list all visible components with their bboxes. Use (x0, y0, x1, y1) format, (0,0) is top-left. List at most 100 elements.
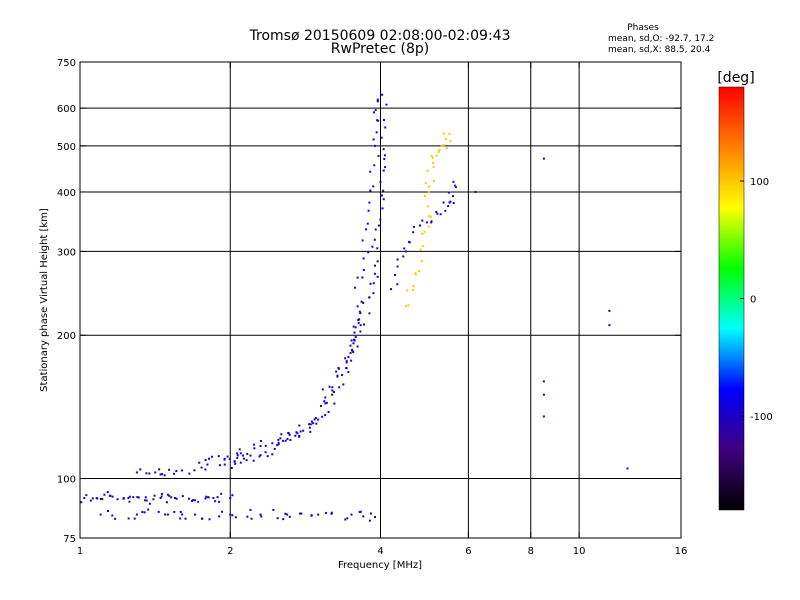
data-point (393, 274, 396, 277)
data-point (193, 469, 196, 472)
data-point (353, 338, 356, 341)
data-point (424, 194, 427, 197)
data-point (166, 513, 169, 516)
data-point (430, 220, 433, 223)
data-point (420, 260, 423, 263)
data-point (272, 508, 275, 511)
data-point (419, 248, 422, 251)
data-point (204, 497, 207, 500)
data-point (228, 457, 231, 460)
data-point (349, 352, 352, 355)
data-point (442, 132, 445, 135)
data-point (349, 344, 352, 347)
data-point (368, 312, 371, 315)
data-point (373, 164, 376, 167)
data-point (111, 495, 114, 498)
data-point (107, 510, 110, 513)
data-point (405, 250, 408, 253)
x-tick-label: 2 (227, 546, 233, 557)
data-point (204, 458, 207, 461)
data-point (414, 272, 417, 275)
data-point (368, 519, 371, 522)
data-point (148, 472, 151, 475)
data-point (376, 119, 379, 122)
data-point (431, 157, 434, 160)
data-point (210, 455, 213, 458)
data-point (429, 215, 432, 218)
data-point (367, 209, 370, 212)
data-point (442, 201, 445, 204)
data-point (407, 304, 410, 307)
data-point (427, 190, 430, 193)
data-point (173, 510, 176, 513)
data-point (148, 502, 151, 505)
data-point (143, 511, 146, 514)
data-point (258, 455, 261, 458)
data-point (145, 499, 148, 502)
data-point (373, 272, 376, 275)
data-point (309, 430, 312, 433)
data-point (330, 512, 333, 515)
data-point (427, 205, 430, 208)
data-point (351, 348, 354, 351)
data-point (342, 383, 345, 386)
data-point (436, 212, 439, 215)
data-point (327, 411, 330, 414)
data-point (249, 454, 252, 457)
data-point (273, 447, 276, 450)
data-point (271, 442, 274, 445)
data-point (157, 510, 160, 513)
data-point (99, 498, 102, 501)
data-point (204, 468, 207, 471)
colorbar-label: [deg] (717, 70, 754, 86)
data-point (294, 434, 297, 437)
data-point (372, 138, 375, 141)
data-point (287, 431, 290, 434)
data-point (245, 459, 248, 462)
data-point (372, 292, 375, 295)
data-point (317, 513, 320, 516)
data-point (432, 179, 435, 182)
data-point (158, 468, 161, 471)
data-point (168, 494, 171, 497)
data-point (396, 258, 399, 261)
data-point (419, 224, 422, 227)
data-point (324, 402, 327, 405)
data-point (207, 457, 210, 460)
data-point (345, 367, 348, 370)
data-point (381, 93, 384, 96)
data-point (352, 350, 355, 353)
data-point (91, 497, 94, 500)
data-point (350, 339, 353, 342)
data-point (435, 210, 438, 213)
data-point (369, 282, 372, 285)
data-point (127, 497, 130, 500)
data-point (357, 321, 360, 324)
data-point (321, 415, 324, 418)
data-point (453, 184, 456, 187)
data-point (542, 393, 545, 396)
data-point (381, 207, 384, 210)
data-point (286, 513, 289, 516)
data-point (376, 260, 379, 263)
data-point (347, 356, 350, 359)
data-point (241, 454, 244, 457)
data-point (354, 336, 357, 339)
x-tick-label: 8 (528, 546, 534, 557)
data-point (238, 448, 241, 451)
data-point (402, 255, 405, 258)
data-point (214, 500, 217, 503)
data-point (284, 512, 287, 515)
data-point (122, 497, 125, 500)
data-point (384, 126, 387, 129)
data-point (347, 371, 350, 374)
data-point (192, 499, 195, 502)
data-point (325, 401, 328, 404)
data-point (139, 468, 142, 471)
data-point (331, 389, 334, 392)
y-tick-label: 100 (57, 475, 76, 486)
data-point (259, 439, 262, 442)
data-point (160, 495, 163, 498)
data-point (279, 437, 282, 440)
phase-info-x-line: mean, sd,X: 88.5, 20.4 (608, 45, 711, 55)
